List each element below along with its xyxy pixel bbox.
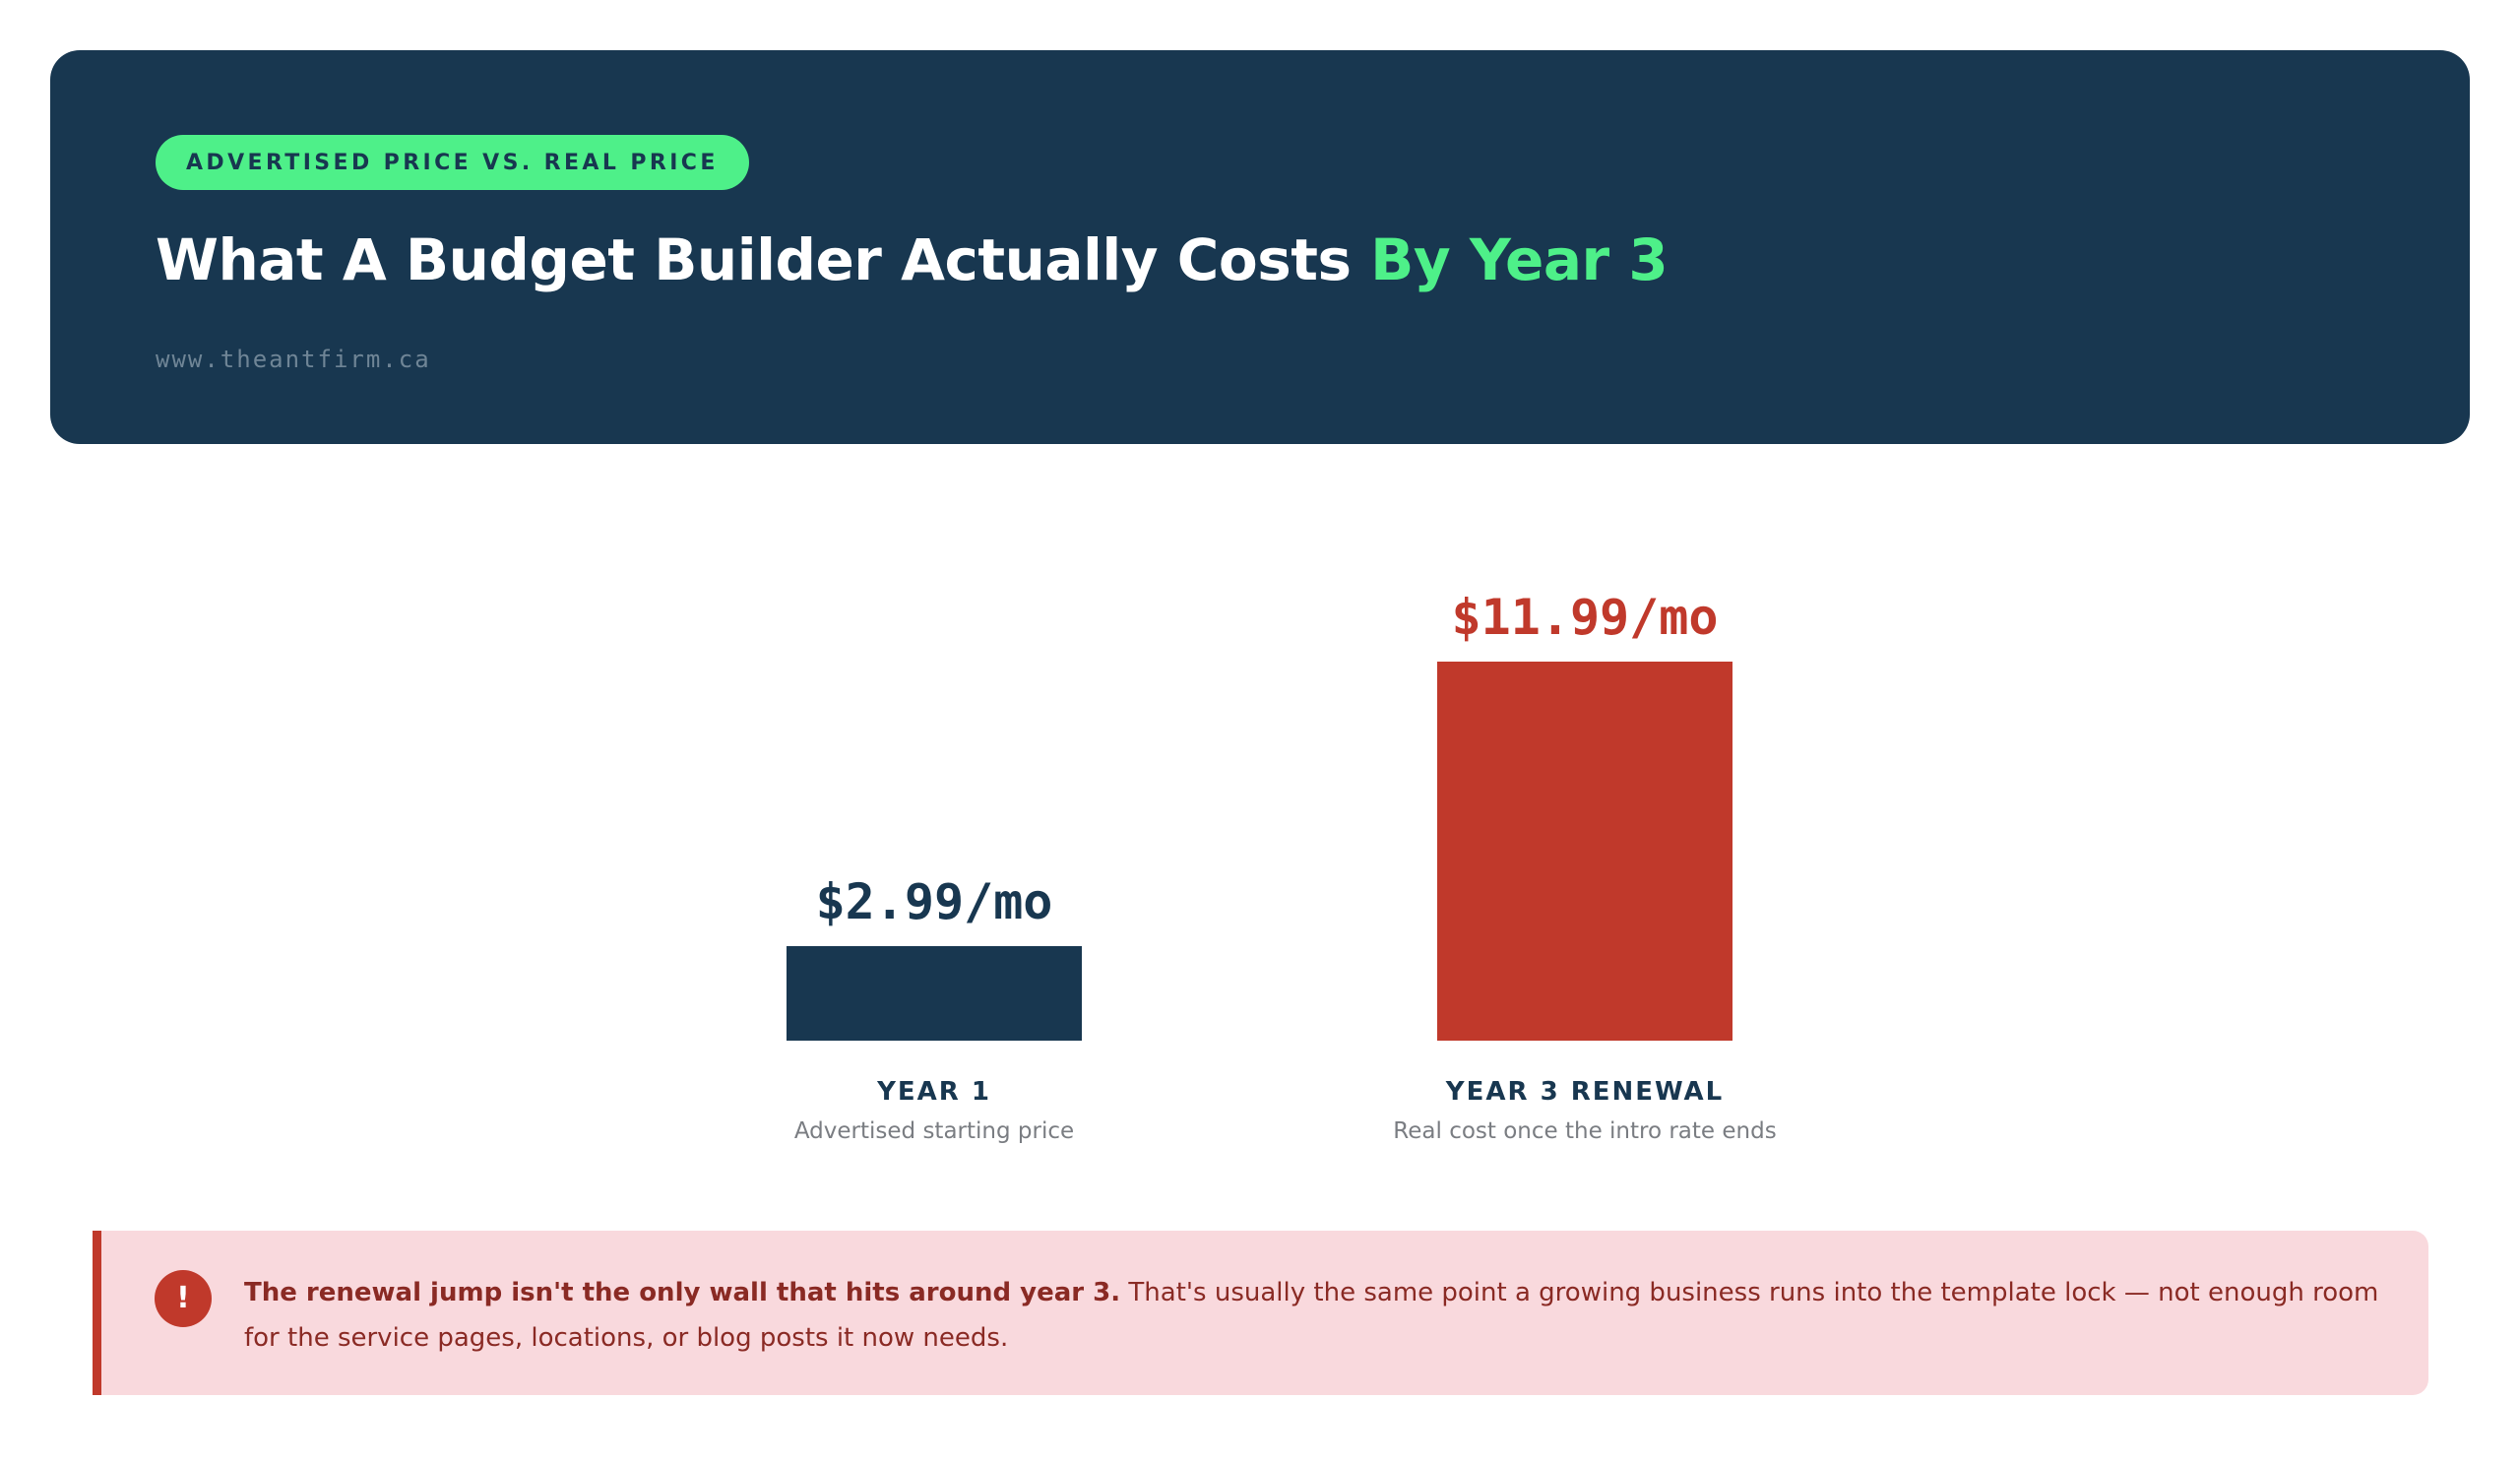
- title-main: What A Budget Builder Actually Costs: [156, 226, 1371, 293]
- bar-1: [787, 945, 1082, 1041]
- callout-bold-text: The renewal jump isn't the only wall tha…: [244, 1278, 1121, 1307]
- bar-chart-svg: $2.99/mo YEAR 1 Advertised starting price $…: [787, 589, 1777, 1144]
- warning-callout: ! The renewal jump isn't the only wall t…: [93, 1231, 2428, 1395]
- callout-body-text: That's usually the same point a growing …: [244, 1278, 2379, 1353]
- callout-text: The renewal jump isn't the only wall tha…: [244, 1270, 2390, 1361]
- site-url: www.theantfirm.ca: [156, 346, 431, 373]
- page-title: What A Budget Builder Actually Costs By …: [156, 221, 1669, 299]
- exclamation-icon: !: [155, 1270, 212, 1327]
- category-label-1: YEAR 1: [876, 1077, 991, 1107]
- bar-2: [1437, 662, 1732, 1041]
- title-accent: By Year 3: [1370, 226, 1669, 293]
- category-label-2: YEAR 3 RENEWAL: [1445, 1077, 1724, 1107]
- category-subtitle-2: Real cost once the intro rate ends: [1393, 1118, 1776, 1144]
- category-badge: ADVERTISED PRICE VS. REAL PRICE: [156, 135, 749, 190]
- category-subtitle-1: Advertised starting price: [794, 1118, 1074, 1144]
- bar-value-label-1: $2.99/mo: [816, 873, 1053, 930]
- bar-chart: $2.99/mo YEAR 1 Advertised starting price $…: [0, 512, 2520, 1162]
- bar-value-label-2: $11.99/mo: [1452, 589, 1719, 646]
- header-card: ADVERTISED PRICE VS. REAL PRICE What A B…: [50, 50, 2470, 444]
